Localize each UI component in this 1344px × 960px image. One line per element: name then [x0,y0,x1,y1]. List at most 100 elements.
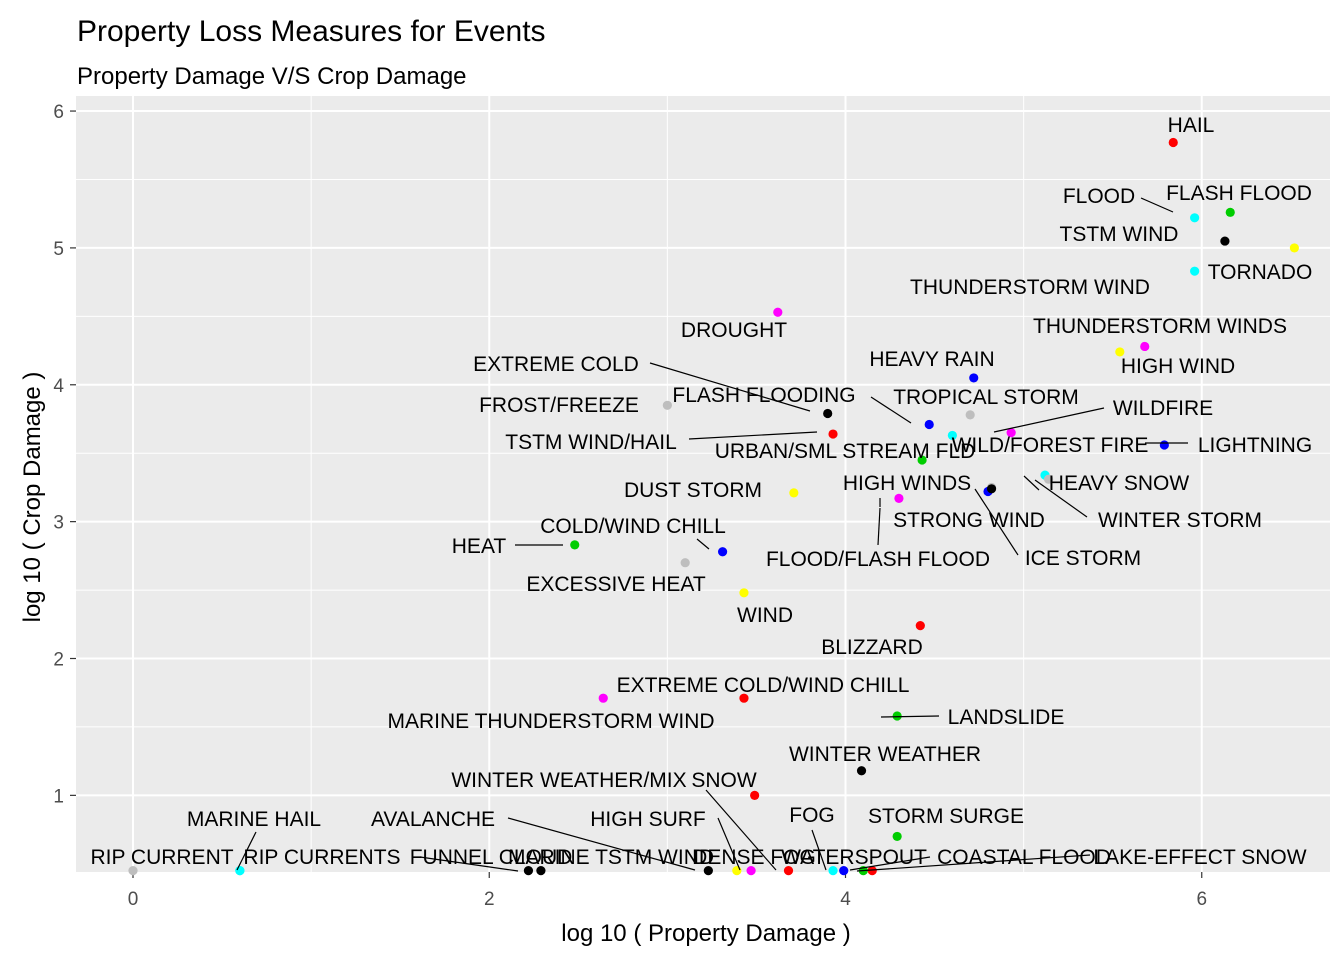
point-label: HEAVY SNOW [1049,472,1190,495]
point-label: EXTREME COLD [473,353,639,376]
point-label: TSTM WIND [1060,223,1179,246]
point-flood [1190,213,1200,223]
point-label: AVALANCHE [371,808,495,831]
point-label: HEAT [452,535,507,558]
point-label: WINTER WEATHER [789,743,981,766]
point-funnel-cloud [523,866,534,876]
point-label: WINTER STORM [1098,509,1262,532]
label-leader-line [705,789,777,871]
label-leader-line [849,856,931,871]
chart-subtitle: Property Damage V/S Crop Damage [77,63,467,90]
x-tick-label: 4 [840,889,851,910]
label-leader-line [870,396,912,424]
point-label: TROPICAL STORM [893,386,1079,409]
point-flash-flood [1225,207,1235,217]
point-tropical-storm [965,410,975,420]
y-tick-label: 4 [53,376,64,397]
point-marine-tstm-wind [703,866,713,876]
point-winter-storm [1043,474,1054,484]
grid-minor [76,96,1330,872]
point-label: DROUGHT [681,319,787,342]
point-high-surf [746,866,756,876]
label-leader-line [649,362,811,412]
x-axis-ticks: 0 2 4 6 [128,872,1207,910]
point-winter-weather [856,766,867,776]
y-tick-label: 6 [53,102,64,123]
point-label: WINTER WEATHER/MIX [451,769,686,792]
point-avalanche [536,866,546,876]
point-label: COLD/WIND CHILL [540,515,726,538]
point-label: RIP CURRENT [90,846,233,869]
point-snow [783,866,794,876]
point-lake-effect-snow [867,866,877,876]
label-leader-line [974,488,1019,556]
point-label: FLASH FLOODING [672,384,855,407]
x-axis-label: log 10 ( Property Damage ) [561,920,850,947]
point-flood-flash-flood [986,484,997,494]
label-leader-line [880,715,940,718]
point-label: LANDSLIDE [948,706,1065,729]
point-label: RIP CURRENTS [243,846,400,869]
x-tick-label: 6 [1196,889,1207,910]
label-leader-line [1034,479,1088,518]
y-tick-label: 5 [53,239,64,260]
point-label: FLOOD/FLASH FLOOD [766,548,990,571]
point-rip-current [128,866,138,876]
point-cold-wind-chill [717,547,728,557]
point-label: STRONG WIND [893,509,1045,532]
point-hail [1168,137,1178,148]
label-leader-line [688,431,818,440]
point-label: TORNADO [1208,261,1313,284]
point-label: WILDFIRE [1113,397,1213,420]
label-leader-line [877,507,881,546]
point-thunderstorm-winds [1115,347,1125,357]
point-high-wind [1140,341,1150,352]
y-tick-label: 3 [53,513,64,534]
point-extreme-cold [823,408,833,419]
point-label: LIGHTNING [1198,434,1312,457]
point-fog [839,866,849,876]
point-label: LAKE-EFFECT SNOW [1093,846,1306,869]
point-label: FUNNEL CLOUD [410,846,573,869]
point-strong-wind [894,493,904,503]
point-label: TSTM WIND/HAIL [505,431,677,454]
point-extreme-cold-wind-chill [598,693,608,703]
label-leader-line [236,831,257,871]
label-leader-line [993,407,1105,433]
grid-major [76,96,1330,872]
label-leader-line [507,817,696,871]
point-label: FROST/FREEZE [479,394,639,417]
point-label: ICE STORM [1025,547,1141,570]
point-storm-surge [892,831,902,842]
point-label: HIGH WIND [1121,355,1235,378]
point-tornado [1289,243,1299,253]
chart-title: Property Loss Measures for Events [77,15,546,48]
point-thunderstorm-wind [1190,266,1200,276]
point-waterspout [828,866,838,876]
point-heat [570,540,580,550]
point-label: WATERSPOUT [781,846,927,869]
point-label: WIND [737,604,793,627]
label-leader-line [1023,475,1040,491]
y-axis-label: log 10 ( Crop Damage ) [19,372,46,623]
point-label: COASTAL FLOOD [937,846,1111,869]
point-label: MARINE TSTM WIND [508,846,714,869]
point-label: DENSE FOG [692,846,816,869]
point-drought [773,307,783,317]
point-label: BLIZZARD [821,636,923,659]
label-leader-line [717,817,741,871]
point-tstm-wind [1220,236,1230,246]
point-label: DUST STORM [624,479,762,502]
point-label: HAIL [1168,114,1215,137]
point-label: EXCESSIVE HEAT [526,573,706,596]
label-leader-line [856,854,1091,872]
y-axis-ticks: 1 2 3 4 5 6 [53,102,76,807]
point-label: THUNDERSTORM WIND [910,276,1150,299]
point-label: HEAVY RAIN [869,348,994,371]
y-tick-label: 1 [53,786,64,807]
x-tick-label: 2 [484,889,495,910]
point-label: HIGH SURF [590,808,706,831]
point-heavy-rain [969,373,979,383]
